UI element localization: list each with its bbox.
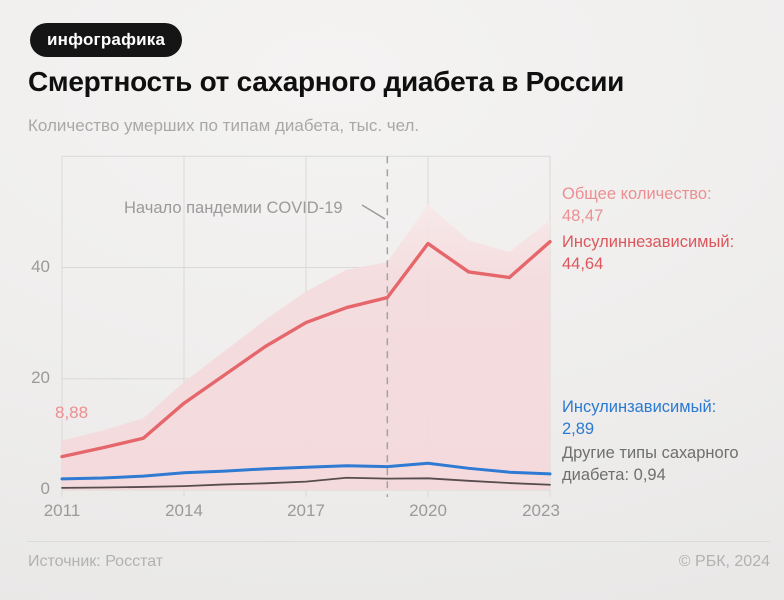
legend-insulin-independent: Инсулиннезависимый: 44,64 (562, 231, 778, 275)
x-axis-tick-2014: 2014 (165, 501, 203, 520)
source-label: Источник: Росстат (28, 553, 164, 570)
legend-insulin-dependent-value: 2,89 (562, 420, 595, 438)
legend-insulin-dependent-label: Инсулинзависимый: (562, 398, 717, 416)
start-value-label: 8,88 (55, 403, 89, 422)
legend-other-types: Другие типы сахарного диабета: 0,94 (562, 442, 768, 486)
x-axis-tick-2023: 2023 (522, 501, 560, 520)
legend-insulin-dependent: Инсулинзависимый: 2,89 (562, 396, 778, 440)
legend-total: Общее количество: 48,47 (562, 183, 778, 227)
x-axis-tick-2011: 2011 (43, 501, 81, 520)
x-axis-tick-2017: 2017 (287, 501, 325, 520)
legend-other-types-value: 0,94 (633, 466, 666, 484)
y-axis-tick-0: 0 (40, 479, 50, 498)
y-axis-tick-20: 20 (31, 368, 50, 387)
copyright-label: © РБК, 2024 (678, 553, 770, 570)
annotation-connector-line (361, 204, 386, 220)
x-axis-tick-2020: 2020 (409, 501, 447, 520)
legend-other-types-label: Другие типы сахарного диабета: (562, 444, 739, 484)
legend-total-label: Общее количество: (562, 185, 712, 203)
covid-annotation: Начало пандемии COVID-19 (124, 199, 343, 217)
page-title: Смертность от сахарного диабета в России (28, 66, 625, 97)
legend-insulin-independent-label: Инсулиннезависимый: (562, 233, 735, 251)
infographic-badge: инфографика (30, 23, 183, 57)
legend-insulin-independent-value: 44,64 (562, 255, 604, 273)
legend-total-value: 48,47 (562, 207, 604, 225)
y-axis-tick-40: 40 (31, 257, 50, 276)
footer-divider (27, 541, 770, 542)
chart-subtitle: Количество умерших по типам диабета, тыс… (28, 116, 420, 135)
